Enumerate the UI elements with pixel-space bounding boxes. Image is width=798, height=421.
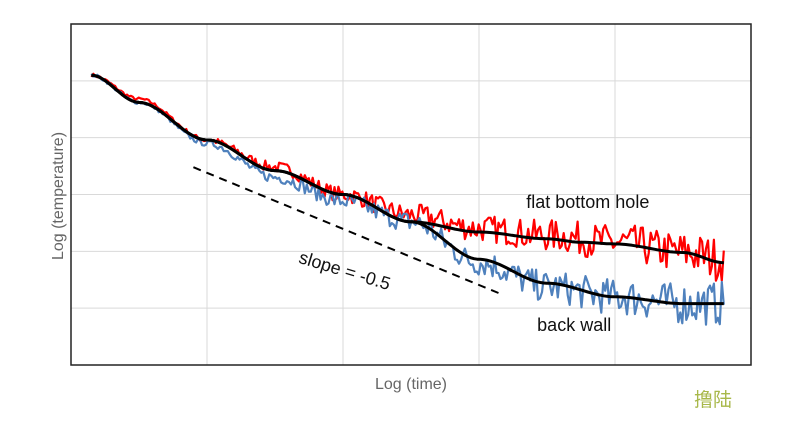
series-group [90, 72, 725, 326]
series-back-wall-fit [91, 73, 724, 306]
grid [71, 24, 751, 365]
annotation-back-wall: back wall [537, 315, 611, 335]
series-back-wall [90, 73, 725, 326]
x-axis-title: Log (time) [375, 376, 447, 393]
annotation-slope-0-5: slope = -0.5 [297, 247, 393, 294]
watermark: 撸陆 [694, 389, 733, 411]
series-flat-bottom-hole [90, 72, 725, 282]
annotation-flat-bottom-hole: flat bottom hole [526, 192, 649, 212]
y-axis-title: Log (temperature) [50, 132, 67, 260]
plot-frame [70, 23, 752, 366]
